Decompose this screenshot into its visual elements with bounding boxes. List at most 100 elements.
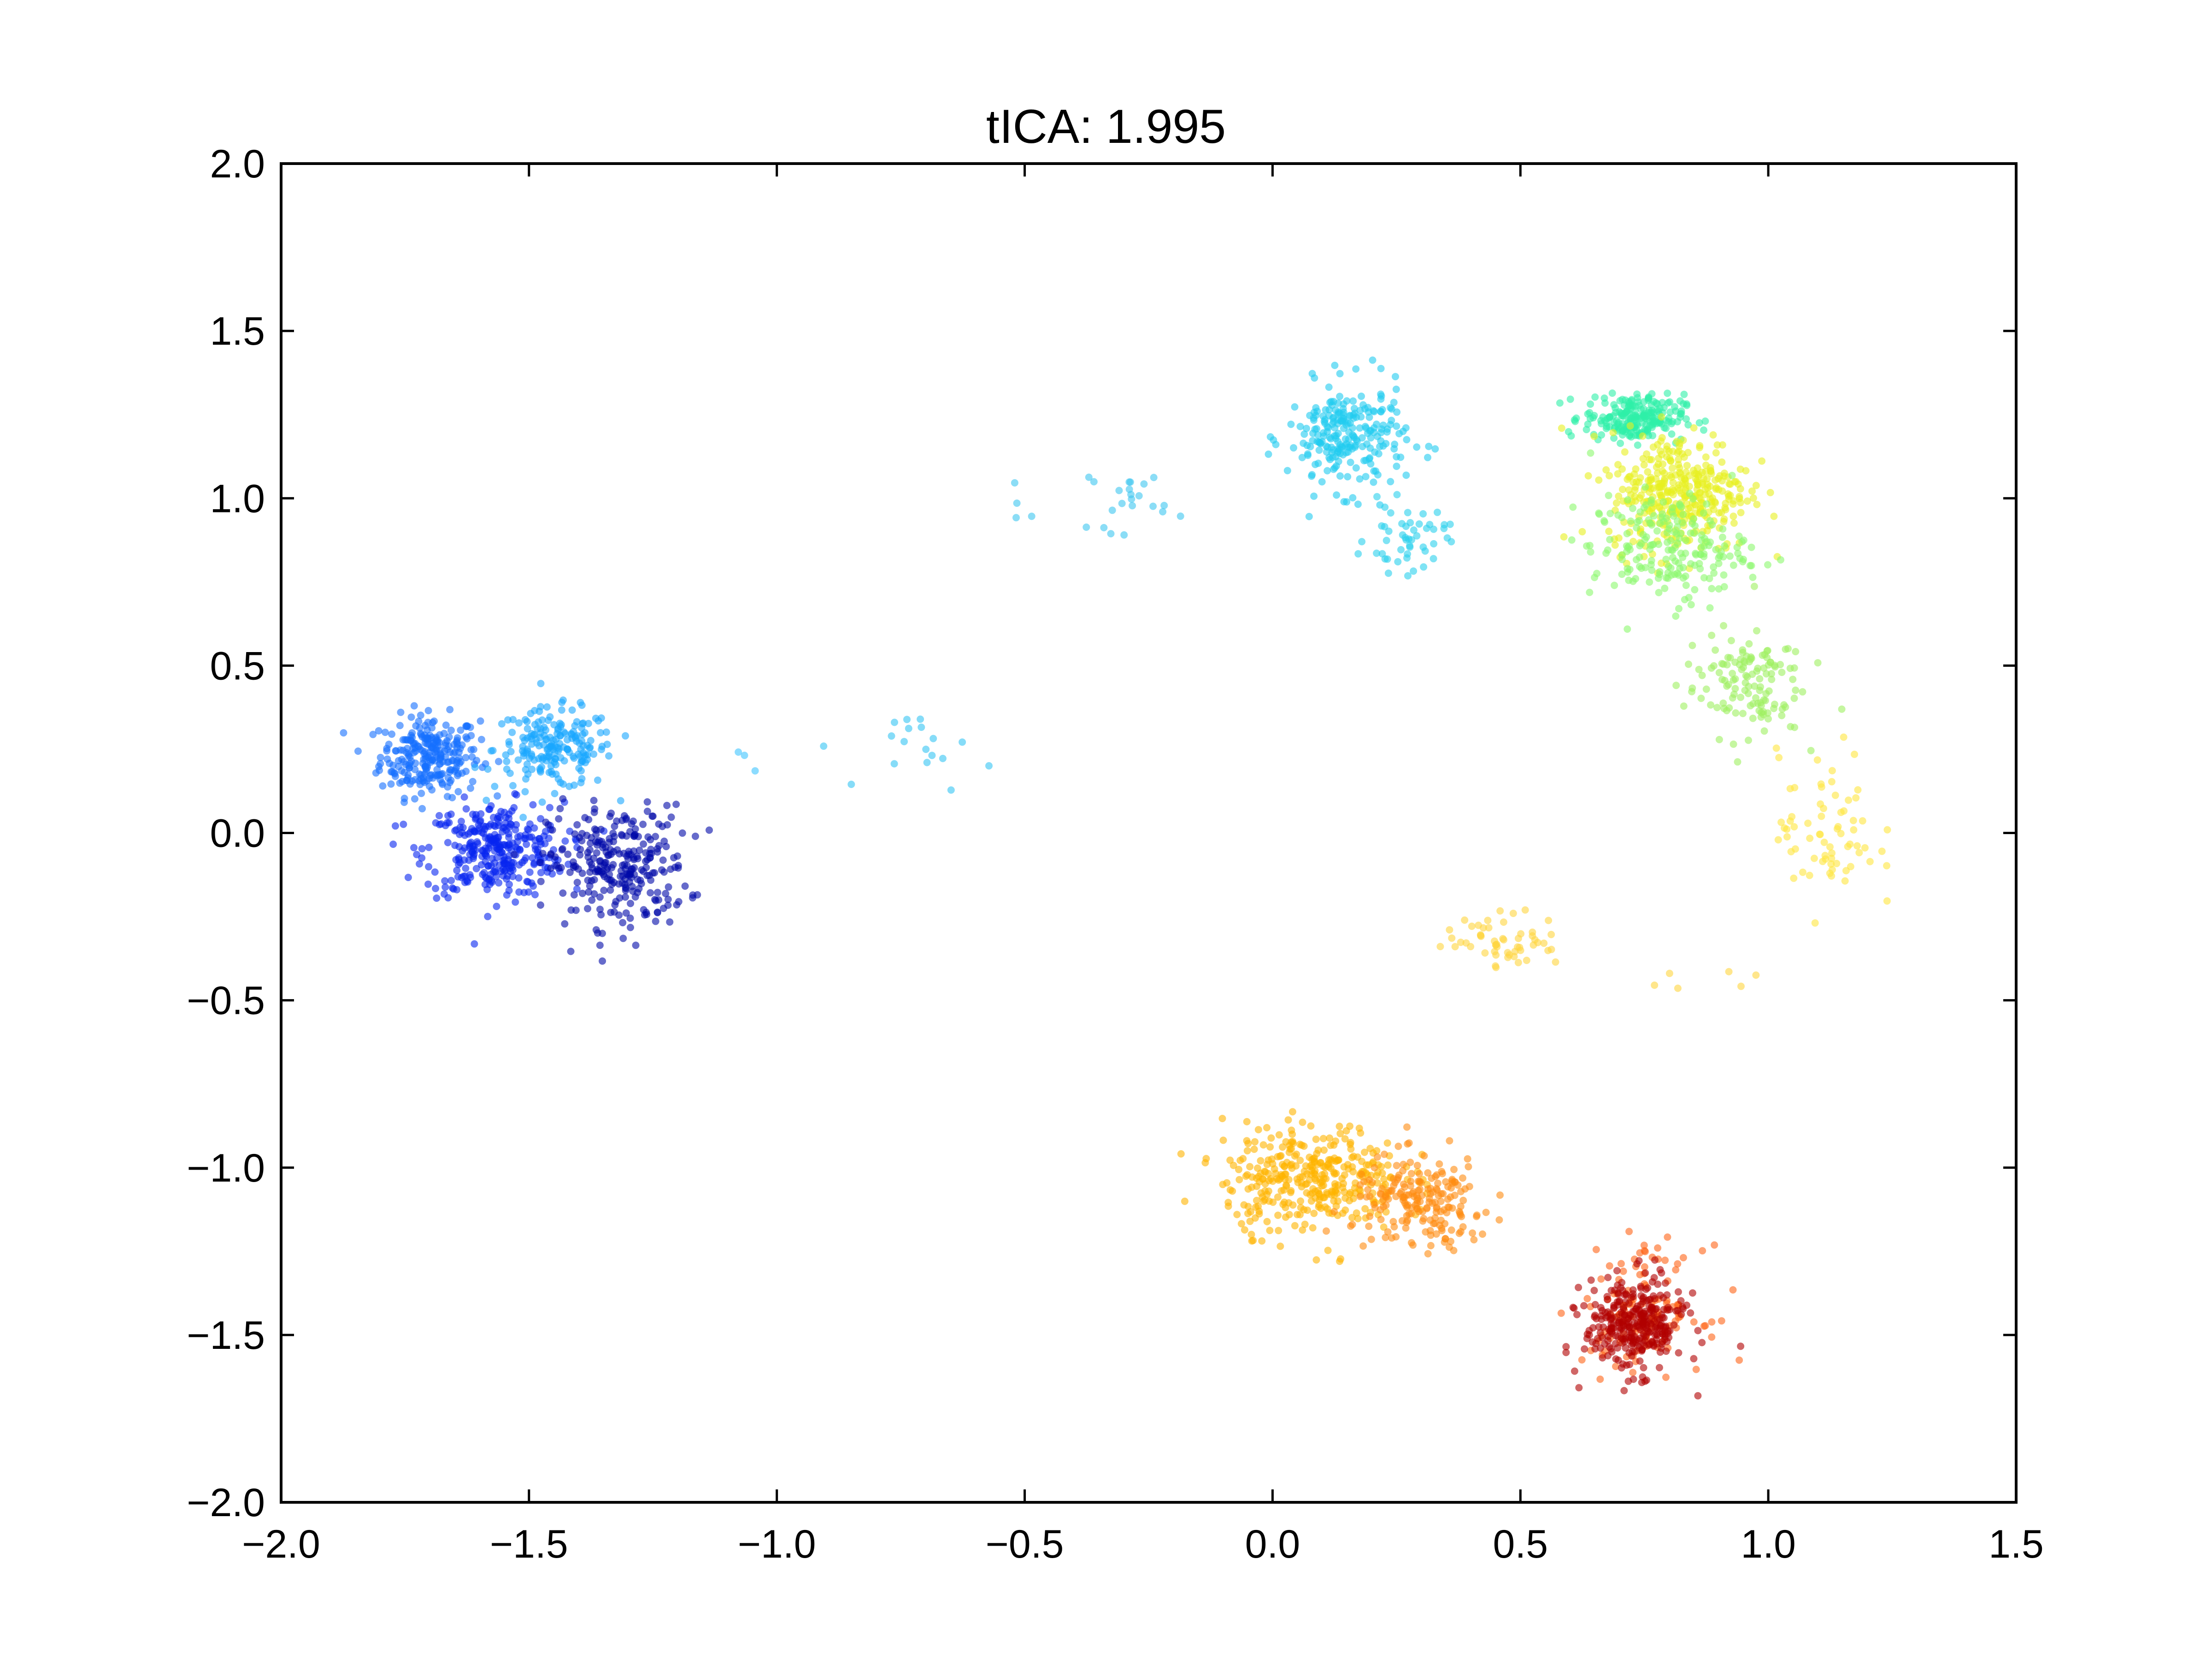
scatter-point-cluster-10	[1617, 440, 1624, 447]
scatter-point-cluster-18	[1356, 1181, 1364, 1189]
scatter-point-cluster-3	[627, 924, 634, 931]
scatter-point-cluster-12	[1703, 500, 1711, 508]
scatter-point-cluster-8	[1358, 434, 1366, 442]
scatter-point-cluster-12	[1663, 529, 1671, 536]
scatter-point-cluster-20	[1650, 1341, 1658, 1349]
scatter-point-cluster-20	[1641, 1269, 1649, 1277]
scatter-point-cluster-20	[1617, 1308, 1625, 1316]
scatter-point-cluster-0	[412, 759, 419, 767]
scatter-point-cluster-2	[526, 820, 534, 828]
scatter-point-cluster-0	[401, 736, 409, 744]
scatter-point-cluster-8	[1305, 512, 1313, 520]
scatter-point-cluster-13	[1715, 735, 1723, 743]
scatter-point-cluster-13	[1707, 664, 1715, 672]
scatter-point-cluster-11	[1618, 486, 1626, 493]
scatter-point-cluster-2	[506, 881, 513, 888]
scatter-point-cluster-13	[1792, 686, 1800, 694]
scatter-point-cluster-3	[559, 795, 567, 803]
scatter-point-cluster-2	[418, 845, 426, 853]
scatter-point-cluster-12	[1650, 512, 1658, 520]
scatter-point-cluster-13	[1778, 712, 1786, 719]
scatter-point-cluster-9	[1419, 510, 1427, 518]
scatter-point-cluster-9	[1381, 555, 1389, 563]
scatter-point-cluster-9	[1410, 526, 1418, 534]
scatter-point-cluster-1	[546, 713, 554, 721]
scatter-point-cluster-0	[379, 782, 387, 790]
scatter-point-cluster-18	[1358, 1171, 1365, 1178]
scatter-point-cluster-8	[1361, 423, 1369, 430]
scatter-point-cluster-12	[1606, 535, 1614, 543]
scatter-point-cluster-3	[609, 861, 617, 869]
scatter-point-cluster-8	[1313, 425, 1321, 433]
scatter-point-cluster-17	[1301, 1220, 1309, 1228]
scatter-point-cluster-19	[1708, 1318, 1716, 1326]
scatter-point-cluster-11	[1666, 471, 1674, 479]
scatter-point-cluster-16	[1737, 982, 1745, 990]
scatter-point-cluster-17	[1219, 1136, 1227, 1144]
scatter-point-cluster-17	[1378, 1169, 1386, 1177]
scatter-point-cluster-13	[1799, 688, 1806, 696]
scatter-point-cluster-19	[1679, 1254, 1687, 1262]
scatter-point-cluster-12	[1645, 516, 1653, 524]
scatter-point-cluster-0	[428, 724, 436, 732]
scatter-point-cluster-18	[1470, 1236, 1478, 1244]
scatter-point-cluster-13	[1698, 671, 1706, 679]
scatter-point-cluster-17	[1296, 1211, 1304, 1218]
scatter-point-cluster-6	[1120, 531, 1128, 539]
scatter-point-cluster-3	[689, 894, 696, 902]
scatter-point-cluster-1	[540, 724, 548, 731]
scatter-point-cluster-17	[1336, 1258, 1343, 1265]
scatter-point-cluster-2	[506, 823, 513, 831]
scatter-point-cluster-18	[1414, 1177, 1422, 1185]
scatter-point-cluster-1	[524, 734, 531, 742]
scatter-point-cluster-11	[1702, 461, 1710, 469]
scatter-point-cluster-1	[548, 740, 556, 748]
scatter-point-cluster-17	[1281, 1176, 1289, 1183]
scatter-point-cluster-18	[1388, 1234, 1396, 1242]
scatter-point-cluster-0	[446, 768, 453, 776]
scatter-point-cluster-11	[1730, 519, 1738, 527]
scatter-point-cluster-13	[1760, 664, 1768, 672]
scatter-point-cluster-18	[1445, 1203, 1453, 1211]
scatter-point-cluster-10	[1634, 421, 1641, 429]
y-tick-label: −1.0	[187, 1146, 265, 1190]
scatter-point-cluster-17	[1201, 1159, 1209, 1167]
scatter-point-cluster-17	[1353, 1209, 1360, 1217]
scatter-point-cluster-19	[1674, 1260, 1682, 1268]
scatter-point-cluster-20	[1675, 1349, 1683, 1357]
scatter-point-cluster-4	[741, 752, 748, 759]
scatter-point-cluster-17	[1330, 1170, 1338, 1178]
scatter-point-cluster-12	[1682, 536, 1690, 544]
scatter-point-cluster-8	[1390, 445, 1398, 453]
scatter-point-cluster-2	[471, 940, 478, 948]
scatter-point-cluster-13	[1712, 646, 1719, 654]
scatter-point-cluster-20	[1575, 1283, 1583, 1291]
scatter-point-cluster-14	[1850, 826, 1858, 834]
scatter-point-cluster-15	[1477, 931, 1484, 939]
scatter-point-cluster-14	[1816, 830, 1824, 838]
scatter-point-cluster-0	[407, 713, 415, 721]
scatter-point-cluster-17	[1282, 1182, 1290, 1190]
scatter-point-cluster-8	[1392, 385, 1400, 393]
scatter-point-cluster-15	[1448, 934, 1456, 942]
scatter-point-cluster-2	[392, 822, 399, 830]
scatter-point-cluster-11	[1630, 478, 1637, 486]
scatter-point-cluster-8	[1413, 443, 1421, 451]
scatter-point-cluster-11	[1752, 482, 1760, 489]
scatter-point-cluster-3	[665, 883, 672, 891]
scatter-point-cluster-20	[1624, 1377, 1632, 1385]
x-tick-label: −2.0	[242, 1522, 320, 1566]
scatter-point-cluster-18	[1359, 1242, 1367, 1250]
scatter-point-cluster-17	[1314, 1146, 1322, 1154]
scatter-point-cluster-18	[1459, 1196, 1467, 1204]
scatter-point-cluster-3	[559, 845, 566, 853]
scatter-point-cluster-0	[454, 788, 462, 795]
scatter-point-cluster-13	[1723, 661, 1731, 669]
scatter-point-cluster-18	[1382, 1234, 1389, 1241]
scatter-point-cluster-17	[1257, 1157, 1265, 1165]
scatter-point-cluster-15	[1500, 936, 1507, 944]
scatter-point-cluster-18	[1465, 1182, 1473, 1190]
scatter-point-cluster-3	[627, 900, 635, 907]
scatter-point-cluster-18	[1389, 1175, 1397, 1182]
scatter-point-cluster-17	[1298, 1141, 1306, 1149]
